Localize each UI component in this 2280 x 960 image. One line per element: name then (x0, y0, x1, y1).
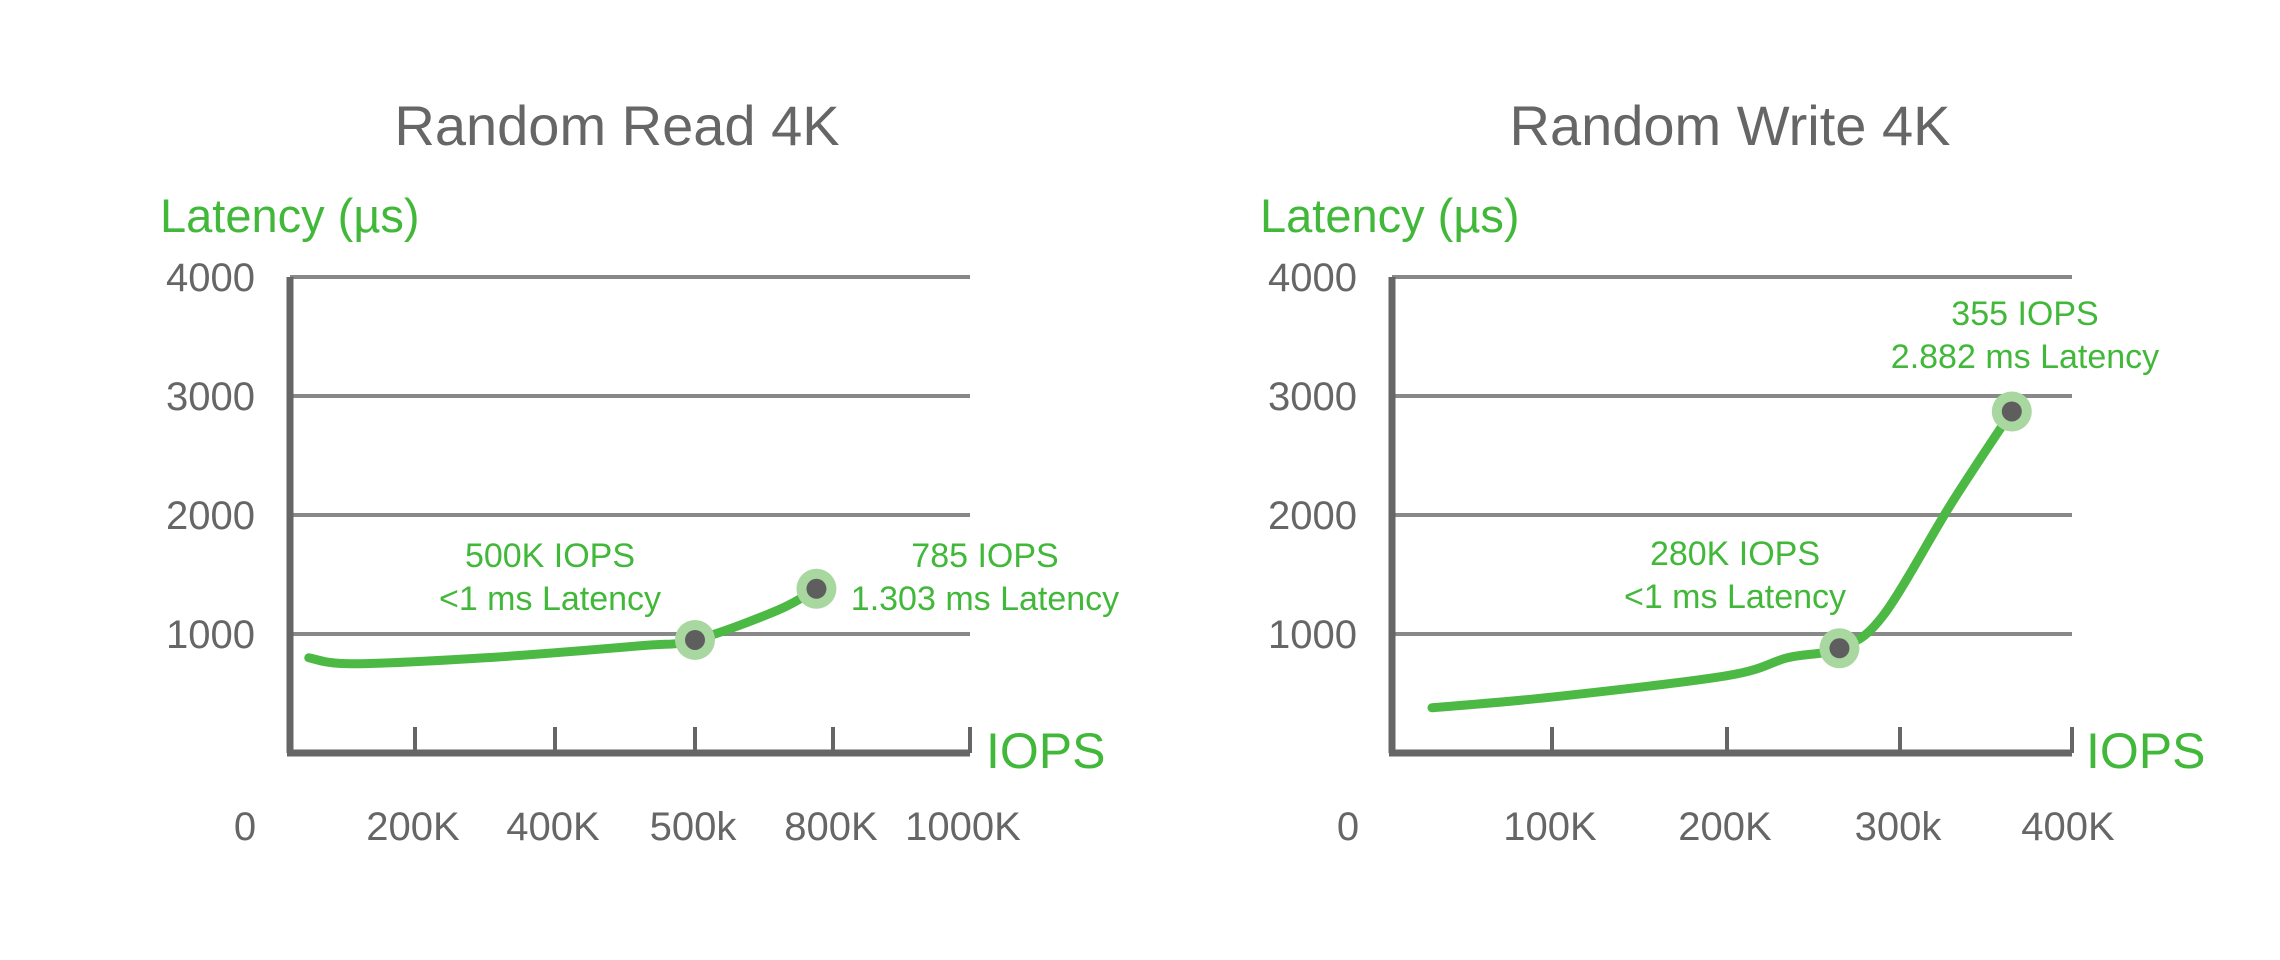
y-axis-label: Latency (µs) (160, 189, 420, 242)
annotation-line: 500K IOPS (465, 537, 635, 575)
x-tick-label: 400K (506, 805, 600, 849)
x-axis-label: IOPS (2086, 723, 2205, 779)
highlight-point (685, 629, 705, 650)
chart-random-write: Random Write 4K Latency (µs) IOPS 1000 20… (1260, 94, 2205, 849)
series-layer (304, 584, 821, 669)
y-tick-label: 4000 (166, 256, 255, 300)
annotation-line: <1 ms Latency (439, 580, 661, 618)
y-tick-labels: 1000 2000 3000 4000 (1268, 256, 1357, 657)
highlight-markers (1819, 391, 2032, 669)
highlight-point (2001, 401, 2022, 422)
chart-random-read: Random Read 4K Latency (µs) IOPS 1000 200… (160, 94, 1119, 849)
annotation-line: <1 ms Latency (1624, 578, 1846, 616)
axes (1388, 277, 2074, 757)
axes (286, 277, 972, 757)
highlight-point (806, 578, 827, 599)
x-tick-label: 200K (366, 805, 460, 849)
series-line (1427, 406, 2017, 713)
y-tick-label: 1000 (1268, 613, 1357, 657)
x-tick-label: 800K (784, 805, 878, 849)
y-tick-label: 3000 (166, 375, 255, 419)
y-tick-label: 3000 (1268, 375, 1357, 419)
x-tick-labels: 0 200K 400K 500k 800K 1000K (234, 805, 1021, 849)
y-tick-label: 1000 (166, 613, 255, 657)
x-axis-label: IOPS (986, 723, 1105, 779)
x-tick-label: 200K (1678, 805, 1772, 849)
x-tick-label: 500k (650, 805, 738, 849)
annotation-line: 2.882 ms Latency (1891, 338, 2159, 376)
chart-title: Random Read 4K (394, 94, 839, 157)
y-tick-label: 2000 (166, 494, 255, 538)
grid-lines (290, 275, 970, 636)
grid-lines (1392, 275, 2072, 636)
highlight-markers (675, 568, 837, 660)
y-tick-label: 4000 (1268, 256, 1357, 300)
x-tick-label: 300k (1855, 805, 1943, 849)
x-tick-label: 0 (234, 805, 256, 849)
chart-title: Random Write 4K (1510, 94, 1951, 157)
x-tick-label: 0 (1337, 805, 1359, 849)
annotation-line: 785 IOPS (911, 537, 1058, 575)
y-tick-label: 2000 (1268, 494, 1357, 538)
annotation-line: 355 IOPS (1951, 295, 2098, 333)
x-tick-label: 1000K (905, 805, 1021, 849)
x-tick-label: 400K (2021, 805, 2115, 849)
x-tick-labels: 0 100K 200K 300k 400K (1337, 805, 2115, 849)
x-tick-label: 100K (1503, 805, 1597, 849)
series-line (304, 584, 821, 669)
y-axis-label: Latency (µs) (1260, 189, 1520, 242)
y-tick-labels: 1000 2000 3000 4000 (166, 256, 255, 657)
highlight-point (1829, 638, 1850, 659)
annotation-line: 1.303 ms Latency (851, 580, 1119, 618)
series-layer (1427, 406, 2017, 713)
annotation-line: 280K IOPS (1650, 535, 1820, 573)
